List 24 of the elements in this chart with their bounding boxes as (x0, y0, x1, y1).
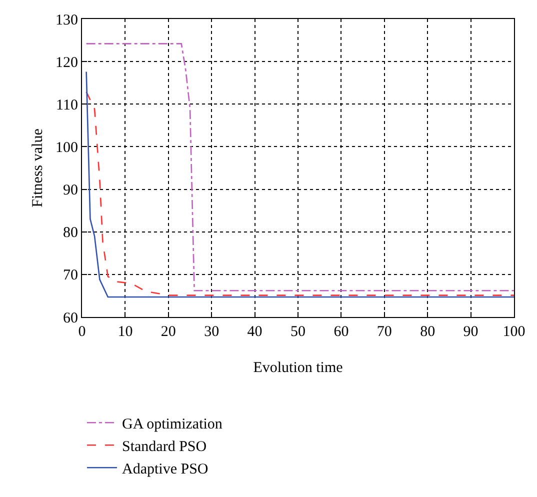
x-tick-label: 60 (334, 324, 349, 340)
x-tick-label: 50 (290, 324, 306, 340)
x-tick-label: 10 (118, 324, 133, 340)
y-tick-label: 120 (56, 54, 78, 71)
y-tick-label: 100 (56, 140, 78, 156)
y-tick-label: 80 (63, 225, 78, 242)
y-axis-title: Fitness value (30, 128, 46, 208)
x-tick-label: 20 (160, 324, 176, 340)
x-tick-label: 100 (502, 324, 526, 340)
legend-label: GA optimization (122, 416, 223, 432)
x-tick-label: 80 (420, 324, 436, 340)
x-axis-title: Evolution time (253, 360, 344, 376)
x-tick-label: 70 (376, 324, 392, 340)
y-tick-label: 70 (63, 268, 78, 284)
x-tick-label: 90 (463, 324, 478, 340)
x-tick-label: 0 (78, 324, 86, 340)
y-tick-label: 110 (56, 97, 78, 114)
legend-label: Standard PSO (122, 439, 207, 455)
y-tick-label: 90 (63, 182, 78, 199)
y-tick-label: 60 (63, 310, 78, 326)
x-tick-label: 30 (204, 324, 220, 340)
legend-label: Adaptive PSO (122, 462, 208, 478)
x-tick-label: 40 (247, 324, 262, 340)
y-tick-label: 130 (56, 12, 78, 28)
